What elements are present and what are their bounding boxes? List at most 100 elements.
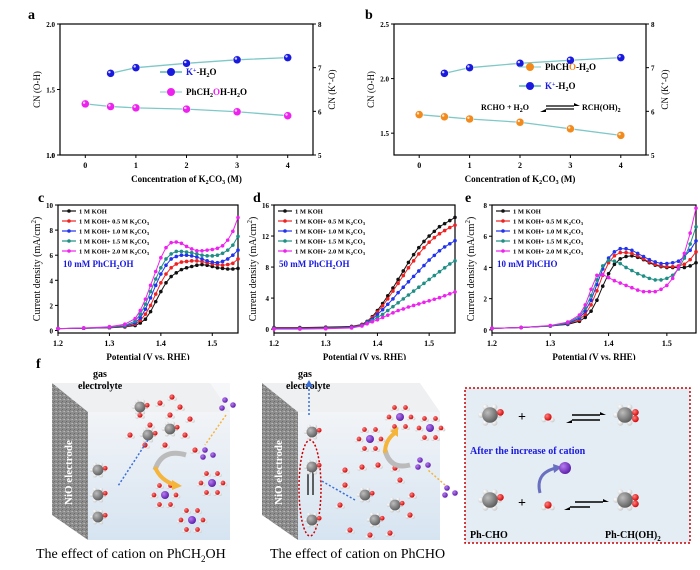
- data-point: [448, 218, 452, 223]
- y-tick-label: 10: [46, 202, 54, 210]
- water-o-atom: [177, 404, 183, 410]
- data-point: [422, 245, 426, 250]
- y-tick-label: 0: [50, 327, 54, 335]
- carbonyl-o-atom: [174, 424, 180, 430]
- data-point: [215, 246, 220, 251]
- electrode-label-middle: NiO electrode: [273, 440, 285, 505]
- data-point-highlight: [442, 114, 445, 117]
- water-o-atom: [378, 436, 384, 442]
- data-point: [448, 225, 452, 230]
- potassium-ion: [396, 413, 404, 421]
- data-point: [385, 297, 390, 301]
- data-point: [437, 231, 442, 236]
- legend-label: 1 M KOH+ 1.5 M K2CO3: [79, 239, 150, 247]
- data-point: [624, 254, 628, 259]
- panel-label-f: f: [36, 357, 41, 372]
- y-tick-label: 1.0: [46, 152, 55, 160]
- data-point-highlight: [442, 70, 445, 74]
- data-point: [232, 55, 242, 65]
- y-tick-label: 8: [50, 227, 54, 235]
- data-point: [694, 260, 698, 265]
- legend-label: 1 M KOH: [513, 209, 541, 216]
- x-tick-label: 4: [619, 161, 623, 170]
- y2-tick-label: 5: [318, 152, 322, 160]
- data-point: [583, 303, 588, 307]
- data-point-highlight: [517, 60, 520, 64]
- data-point: [164, 263, 168, 268]
- y-tick-label: 8: [266, 264, 270, 272]
- data-point: [612, 278, 617, 283]
- x-tick-label: 0: [83, 161, 87, 170]
- benzene-h-atom: [303, 518, 308, 522]
- data-point-highlight: [467, 116, 470, 119]
- water-o-atom: [433, 435, 438, 440]
- data-point: [174, 262, 179, 266]
- data-point: [548, 323, 553, 328]
- legend-label: K+-H2O: [545, 81, 575, 93]
- data-point: [184, 259, 189, 264]
- data-point: [694, 239, 698, 243]
- legend-marker: [67, 249, 71, 253]
- data-point: [200, 257, 204, 261]
- y-tick-label: 1.5: [46, 87, 55, 95]
- potassium-ion: [452, 490, 458, 496]
- electrolyte-label-left: electrolyte: [78, 381, 123, 392]
- panel-label-b: b: [365, 8, 373, 23]
- data-point: [417, 269, 421, 273]
- water-o-atom: [157, 400, 163, 406]
- data-point: [236, 257, 240, 261]
- data-point-highlight: [108, 70, 111, 74]
- data-point: [583, 309, 588, 313]
- data-point: [635, 251, 640, 256]
- gas-label-middle: gas: [298, 369, 312, 380]
- y2-tick-label: 6: [651, 108, 655, 116]
- potassium-ion: [426, 424, 434, 432]
- benzene-ring: [164, 423, 176, 435]
- y-axis-label: Current density (mA/cm2): [464, 217, 477, 322]
- data-point: [682, 251, 687, 256]
- data-point: [225, 238, 230, 242]
- potassium-ion: [425, 462, 431, 468]
- data-point: [231, 267, 235, 271]
- data-point: [184, 244, 189, 249]
- data-point: [515, 118, 525, 127]
- water-o-atom: [147, 422, 153, 428]
- water-o-atom: [342, 482, 348, 488]
- data-point-highlight: [108, 104, 111, 107]
- data-point-highlight: [285, 113, 288, 116]
- legend-marker: [283, 229, 287, 233]
- data-point: [169, 274, 173, 279]
- data-point: [396, 300, 400, 305]
- potassium-ion: [222, 397, 228, 403]
- legend-marker: [167, 68, 175, 76]
- data-point: [200, 262, 204, 267]
- data-point: [647, 276, 652, 281]
- potassium-ion: [200, 454, 206, 460]
- data-point: [566, 124, 575, 134]
- data-point: [682, 265, 687, 270]
- y-tick-label: 4: [50, 277, 54, 285]
- data-point: [422, 281, 426, 286]
- data-point-highlight: [618, 132, 621, 136]
- y2-tick-label: 7: [318, 65, 322, 73]
- scheme-middle-box: NiO electrode gas electrolyte: [262, 369, 440, 540]
- legend-marker: [526, 82, 534, 90]
- data-point: [106, 69, 115, 78]
- data-point: [138, 308, 143, 313]
- data-point: [215, 260, 220, 265]
- data-point: [153, 283, 158, 288]
- data-point: [411, 259, 416, 263]
- series-line: [57, 258, 239, 330]
- x-tick-label: 1.4: [372, 339, 382, 348]
- data-point: [635, 271, 640, 276]
- data-point: [442, 228, 447, 233]
- benzene-h-atom: [131, 405, 136, 409]
- data-point: [600, 284, 605, 288]
- data-point: [205, 254, 209, 258]
- data-point: [169, 265, 173, 270]
- data-point: [641, 274, 646, 278]
- arrow-head: [574, 103, 580, 106]
- data-point: [159, 265, 163, 270]
- data-point-highlight: [467, 65, 470, 68]
- data-point: [179, 241, 184, 246]
